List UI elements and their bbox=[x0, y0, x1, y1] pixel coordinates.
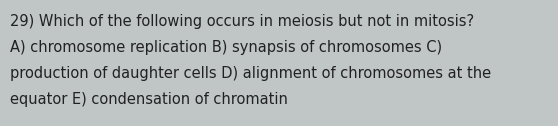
Text: equator E) condensation of chromatin: equator E) condensation of chromatin bbox=[10, 92, 288, 107]
Text: 29) Which of the following occurs in meiosis but not in mitosis?: 29) Which of the following occurs in mei… bbox=[10, 14, 474, 29]
Text: A) chromosome replication B) synapsis of chromosomes C): A) chromosome replication B) synapsis of… bbox=[10, 40, 442, 55]
Text: production of daughter cells D) alignment of chromosomes at the: production of daughter cells D) alignmen… bbox=[10, 66, 491, 81]
